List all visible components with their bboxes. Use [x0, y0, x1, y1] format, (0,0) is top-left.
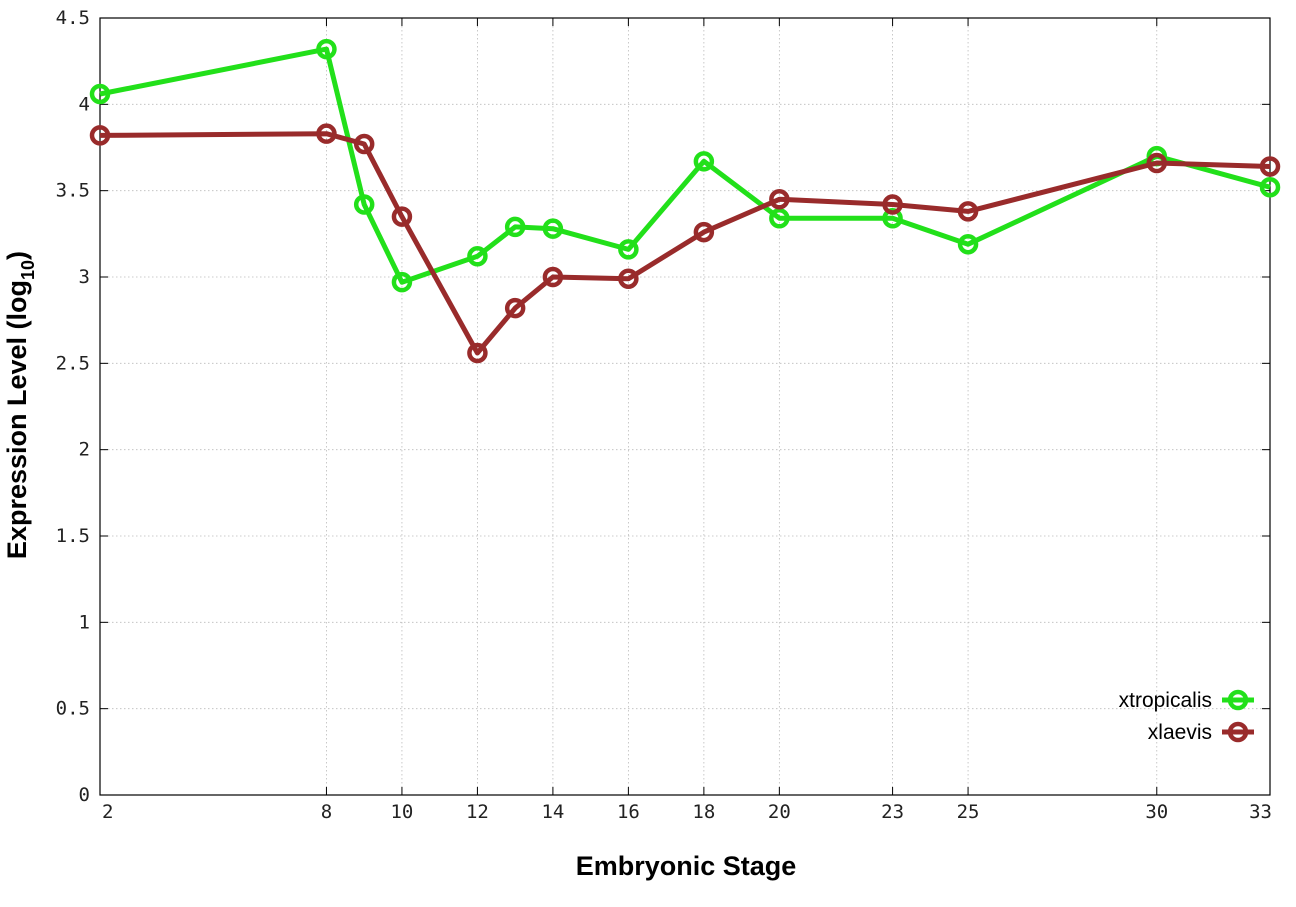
data-point-xlaevis: [1259, 156, 1281, 177]
x-tick-label: 20: [768, 801, 791, 823]
grid-lines: [100, 18, 1270, 795]
data-point-xtropicalis: [316, 38, 337, 60]
data-point-xtropicalis: [542, 218, 564, 239]
data-point-xtropicalis: [769, 208, 790, 229]
y-tick-label: 4: [79, 93, 90, 115]
series-line-xtropicalis: [99, 46, 1271, 285]
data-point-xlaevis: [1146, 152, 1168, 174]
x-tick-label: 10: [390, 801, 413, 823]
x-tick-label: 33: [1249, 801, 1272, 823]
y-axis-title-close: ): [2, 251, 32, 260]
data-point-xtropicalis: [957, 233, 979, 255]
plot-frame: [99, 17, 1271, 796]
x-tick-label: 8: [321, 801, 332, 823]
legend-label-xtropicalis: xtropicalis: [1119, 689, 1212, 712]
data-point-xlaevis: [882, 194, 903, 215]
y-tick-label: 3: [79, 266, 90, 288]
y-axis-title: Expression Level (log10): [2, 251, 38, 559]
data-point-xlaevis: [353, 133, 375, 155]
series-lines: [89, 38, 1281, 364]
data-point-xtropicalis: [504, 216, 526, 238]
data-point-xlaevis: [391, 206, 413, 227]
y-tick-label: 0: [79, 784, 90, 806]
x-tick-label: 12: [466, 801, 489, 823]
y-axis-title-main: Expression Level (log: [2, 280, 32, 559]
x-tick-label: 16: [617, 801, 640, 823]
legend-label-xlaevis: xlaevis: [1148, 721, 1212, 744]
data-point-xtropicalis: [353, 194, 375, 215]
y-tick-label: 2: [79, 439, 90, 461]
data-point-xlaevis: [618, 268, 639, 289]
x-tick-label: 23: [881, 801, 904, 823]
axis-ticks: 0 0.5 1 1.5 2 2.5 3 3.5 4 4.5 2 8 10 12 14 16 18 20 23 25 30…: [56, 7, 1272, 823]
data-point-xtropicalis: [618, 239, 639, 260]
x-tick-label: 25: [957, 801, 980, 823]
data-point-xtropicalis: [391, 271, 413, 293]
series-line-xlaevis: [99, 131, 1271, 356]
data-point-xlaevis: [693, 221, 715, 243]
y-tick-label: 3.5: [56, 180, 90, 202]
y-tick-label: 2.5: [56, 352, 90, 374]
x-tick-label: 2: [102, 801, 113, 823]
data-point-xlaevis: [957, 201, 979, 222]
y-tick-label: 1: [79, 611, 90, 633]
x-tick-label: 30: [1145, 801, 1168, 823]
legend: xtropicalis xlaevis: [1119, 689, 1254, 744]
data-point-xlaevis: [769, 189, 790, 210]
legend-marker-xtropicalis: [1227, 689, 1249, 711]
legend-marker-xlaevis: [1227, 721, 1249, 743]
x-tick-label: 18: [692, 801, 715, 823]
data-point-xtropicalis: [467, 246, 488, 267]
y-tick-label: 4.5: [56, 7, 90, 29]
data-point-xlaevis: [504, 297, 526, 319]
y-tick-label: 1.5: [56, 525, 90, 547]
x-axis-title: Embryonic Stage: [576, 851, 797, 881]
x-tick-label: 14: [541, 801, 564, 823]
data-point-xlaevis: [316, 123, 337, 144]
y-axis-title-subscript: 10: [18, 260, 38, 280]
data-point-xlaevis: [467, 342, 488, 364]
data-point-xlaevis: [89, 125, 111, 146]
data-point-xtropicalis: [693, 151, 715, 172]
data-point-xlaevis: [542, 266, 564, 288]
data-point-xtropicalis: [89, 83, 111, 105]
data-point-xtropicalis: [1259, 176, 1281, 198]
y-tick-label: 0.5: [56, 698, 90, 720]
